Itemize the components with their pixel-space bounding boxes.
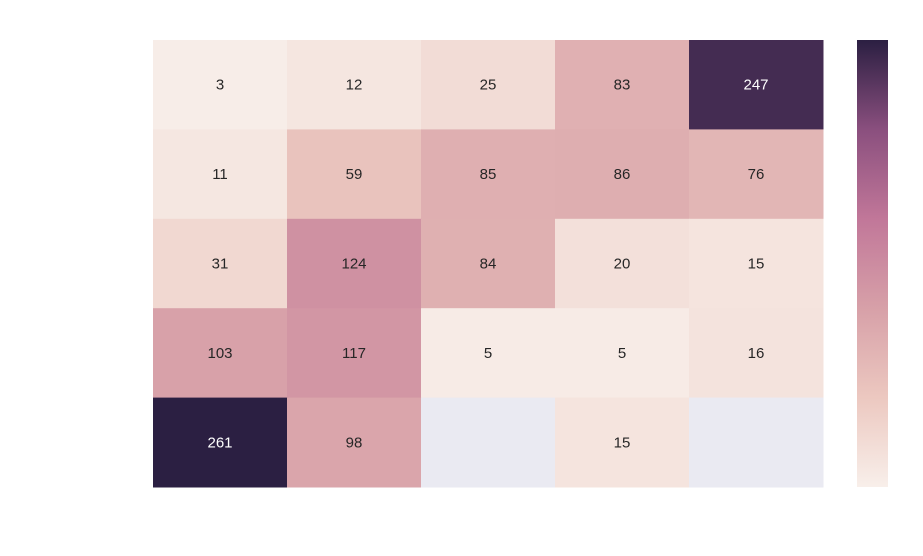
colorbar-gradient xyxy=(857,40,888,487)
heatmap-cell-r4-c0 xyxy=(153,397,288,488)
cell-value-label: 15 xyxy=(748,256,765,273)
cell-value-label: 12 xyxy=(346,77,363,94)
heatmap-cell-r3-c3 xyxy=(555,308,690,399)
cell-value-label: 11 xyxy=(212,166,228,183)
heatmap-cell-r1-c0 xyxy=(153,129,288,220)
colorbar xyxy=(857,40,888,487)
cell-value-label: 3 xyxy=(216,77,224,94)
cell-value-label: 59 xyxy=(346,166,363,183)
heatmap-cell-r0-c3 xyxy=(555,40,690,130)
heatmap-cell-r2-c3 xyxy=(555,218,690,309)
heatmap-cell-r4-c2 xyxy=(421,397,556,488)
cell-value-label: 16 xyxy=(748,345,765,362)
cell-value-label: 103 xyxy=(207,345,232,362)
heatmap-cell-r1-c3 xyxy=(555,129,690,220)
heatmap-cell-r1-c1 xyxy=(287,129,422,220)
heatmap-cell-r2-c0 xyxy=(153,218,288,309)
cell-value-label: 98 xyxy=(346,434,363,451)
cell-value-label: 247 xyxy=(743,77,768,94)
cell-value-label: 117 xyxy=(342,345,366,362)
heatmap-cells: 3 12 25 83 247 11 59 85 86 76 31 124 84 20 15 103 117 5 5 1… xyxy=(153,40,824,488)
cell-value-label: 25 xyxy=(480,77,497,94)
cell-value-label: 85 xyxy=(480,166,497,183)
cell-value-label: 20 xyxy=(614,256,631,273)
heatmap-cell-r2-c2 xyxy=(421,218,556,309)
heatmap-cell-r2-c4 xyxy=(689,218,824,309)
heatmap-cell-r4-c1 xyxy=(287,397,422,488)
cell-value-label: 86 xyxy=(614,166,631,183)
cell-value-label: 5 xyxy=(484,345,492,362)
cell-value-label: 84 xyxy=(480,256,497,273)
heatmap-cell-r3-c0 xyxy=(153,308,288,399)
cell-value-label: 5 xyxy=(618,345,626,362)
heatmap-cell-r1-c4 xyxy=(689,129,824,220)
heatmap-cell-r4-c4 xyxy=(689,397,824,488)
heatmap-cell-r0-c1 xyxy=(287,40,422,130)
heatmap-cell-r0-c2 xyxy=(421,40,556,130)
cell-value-label: 83 xyxy=(614,77,631,94)
cell-value-label: 31 xyxy=(212,256,229,273)
cell-value-label: 124 xyxy=(341,256,366,273)
heatmap-cell-r0-c4 xyxy=(689,40,824,130)
cell-value-label: 261 xyxy=(207,434,232,451)
heatmap-cell-r4-c3 xyxy=(555,397,690,488)
heatmap-cell-r3-c2 xyxy=(421,308,556,399)
heatmap-cell-r1-c2 xyxy=(421,129,556,220)
heatmap-cell-r2-c1 xyxy=(287,218,422,309)
heatmap-cell-r0-c0 xyxy=(153,40,288,130)
cell-value-label: 76 xyxy=(748,166,765,183)
heatmap-cell-r3-c4 xyxy=(689,308,824,399)
heatmap-cell-r3-c1 xyxy=(287,308,422,399)
cell-value-label: 15 xyxy=(614,434,631,451)
